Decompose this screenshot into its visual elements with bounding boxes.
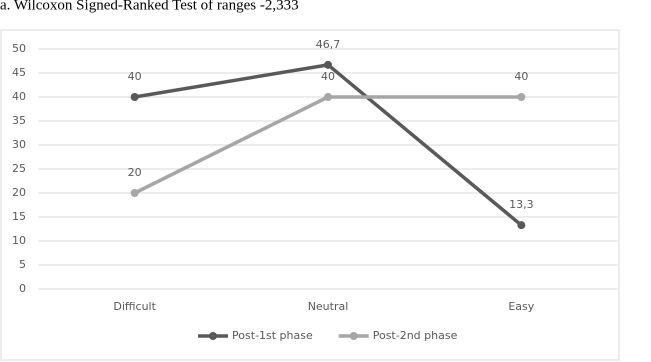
data-label: 13,3 bbox=[509, 198, 534, 211]
legend-label: Post-1st phase bbox=[232, 329, 313, 342]
data-label: 40 bbox=[321, 70, 335, 83]
x-tick-label: Neutral bbox=[308, 300, 349, 313]
point bbox=[324, 93, 332, 101]
point bbox=[517, 221, 526, 230]
x-tick-label: Difficult bbox=[113, 300, 156, 313]
y-tick-label: 40 bbox=[12, 90, 26, 103]
data-label: 40 bbox=[514, 70, 528, 83]
y-tick-label: 10 bbox=[12, 234, 26, 247]
point bbox=[130, 189, 139, 197]
y-tick-label: 5 bbox=[19, 258, 26, 271]
point bbox=[130, 93, 139, 101]
y-tick-label: 30 bbox=[12, 138, 26, 151]
y-tick-label: 45 bbox=[12, 66, 26, 79]
y-tick-label: 50 bbox=[12, 42, 26, 55]
x-tick-label: Easy bbox=[508, 300, 534, 313]
caption: a. Wilcoxon Signed-Ranked Test of ranges… bbox=[0, 0, 299, 13]
legend-marker bbox=[209, 332, 217, 340]
y-tick-label: 20 bbox=[12, 186, 26, 199]
data-label: 20 bbox=[128, 166, 142, 179]
chart-border bbox=[0, 29, 620, 361]
point bbox=[517, 93, 526, 101]
point bbox=[324, 60, 332, 69]
y-tick-label: 15 bbox=[12, 210, 26, 223]
data-label: 46,7 bbox=[316, 38, 341, 51]
y-tick-label: 0 bbox=[19, 282, 26, 295]
y-tick-label: 25 bbox=[12, 162, 26, 175]
data-label: 40 bbox=[128, 70, 142, 83]
legend-label: Post-2nd phase bbox=[373, 329, 458, 342]
legend-marker bbox=[349, 332, 358, 340]
y-tick-label: 35 bbox=[12, 114, 26, 127]
